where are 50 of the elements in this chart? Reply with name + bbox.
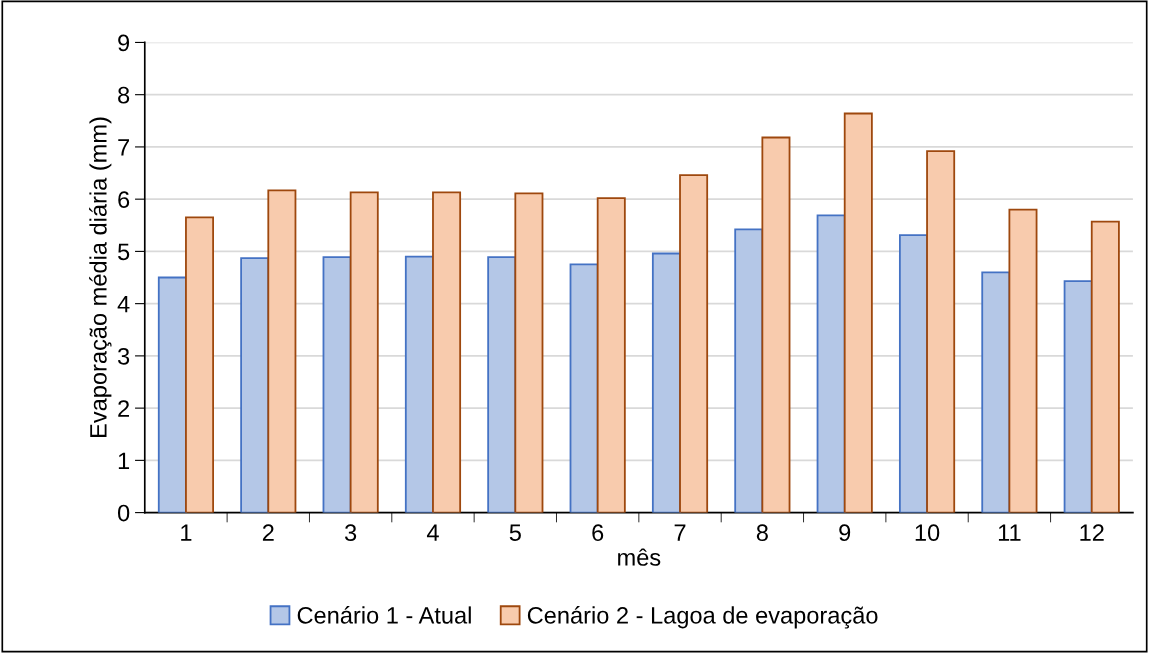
bar [1008,208,1038,513]
bar [349,191,379,513]
bar [487,256,517,513]
bar [404,255,434,513]
x-tick-label: 5 [509,524,521,542]
x-tick-label: 6 [592,524,604,542]
x-tick-label: 8 [756,524,768,542]
bar [734,228,764,513]
bar [1063,280,1093,513]
bar [651,252,681,513]
bar [267,189,297,513]
bar [514,192,544,513]
x-tick-label: 12 [1080,524,1104,541]
bar [1090,220,1120,513]
y-tick-label: 8 [118,86,130,104]
y-tick-label: 6 [118,191,130,208]
x-tick-label: 9 [839,524,851,542]
bar [761,136,791,513]
y-tick-label: 7 [118,139,130,156]
bar [843,112,873,513]
x-tick-label: 4 [426,524,439,541]
bar [185,216,215,513]
x-tick-label: 2 [262,524,274,541]
bar [981,271,1011,513]
y-tick-label: 2 [118,400,130,417]
y-tick-label: 5 [118,243,130,261]
bar [157,276,187,513]
x-tick-label: 11 [998,524,1021,541]
x-tick-label: 10 [915,524,940,542]
x-tick-label: 7 [674,524,686,541]
legend-label: Cenário 1 - Atual [297,606,471,624]
x-axis-title: mês [618,548,661,566]
y-tick-label: 1 [118,452,130,469]
bar [816,214,846,513]
y-tick-label: 4 [117,295,130,313]
legend-label: Cenário 2 - Lagoa de evaporação [527,606,878,629]
bar [240,257,270,513]
y-axis-title: Evaporação média diária (mm) [89,117,112,437]
y-tick-label: 9 [118,34,130,52]
y-tick-label: 3 [117,347,130,365]
bar [596,197,626,513]
x-tick-label: 1 [181,524,192,541]
bar [926,150,956,513]
x-tick-label: 3 [344,524,357,542]
bar [679,174,709,513]
bar [322,256,352,513]
y-tick-label: 0 [117,504,130,522]
bar [432,191,462,513]
bar [898,234,928,513]
bar [569,263,599,513]
